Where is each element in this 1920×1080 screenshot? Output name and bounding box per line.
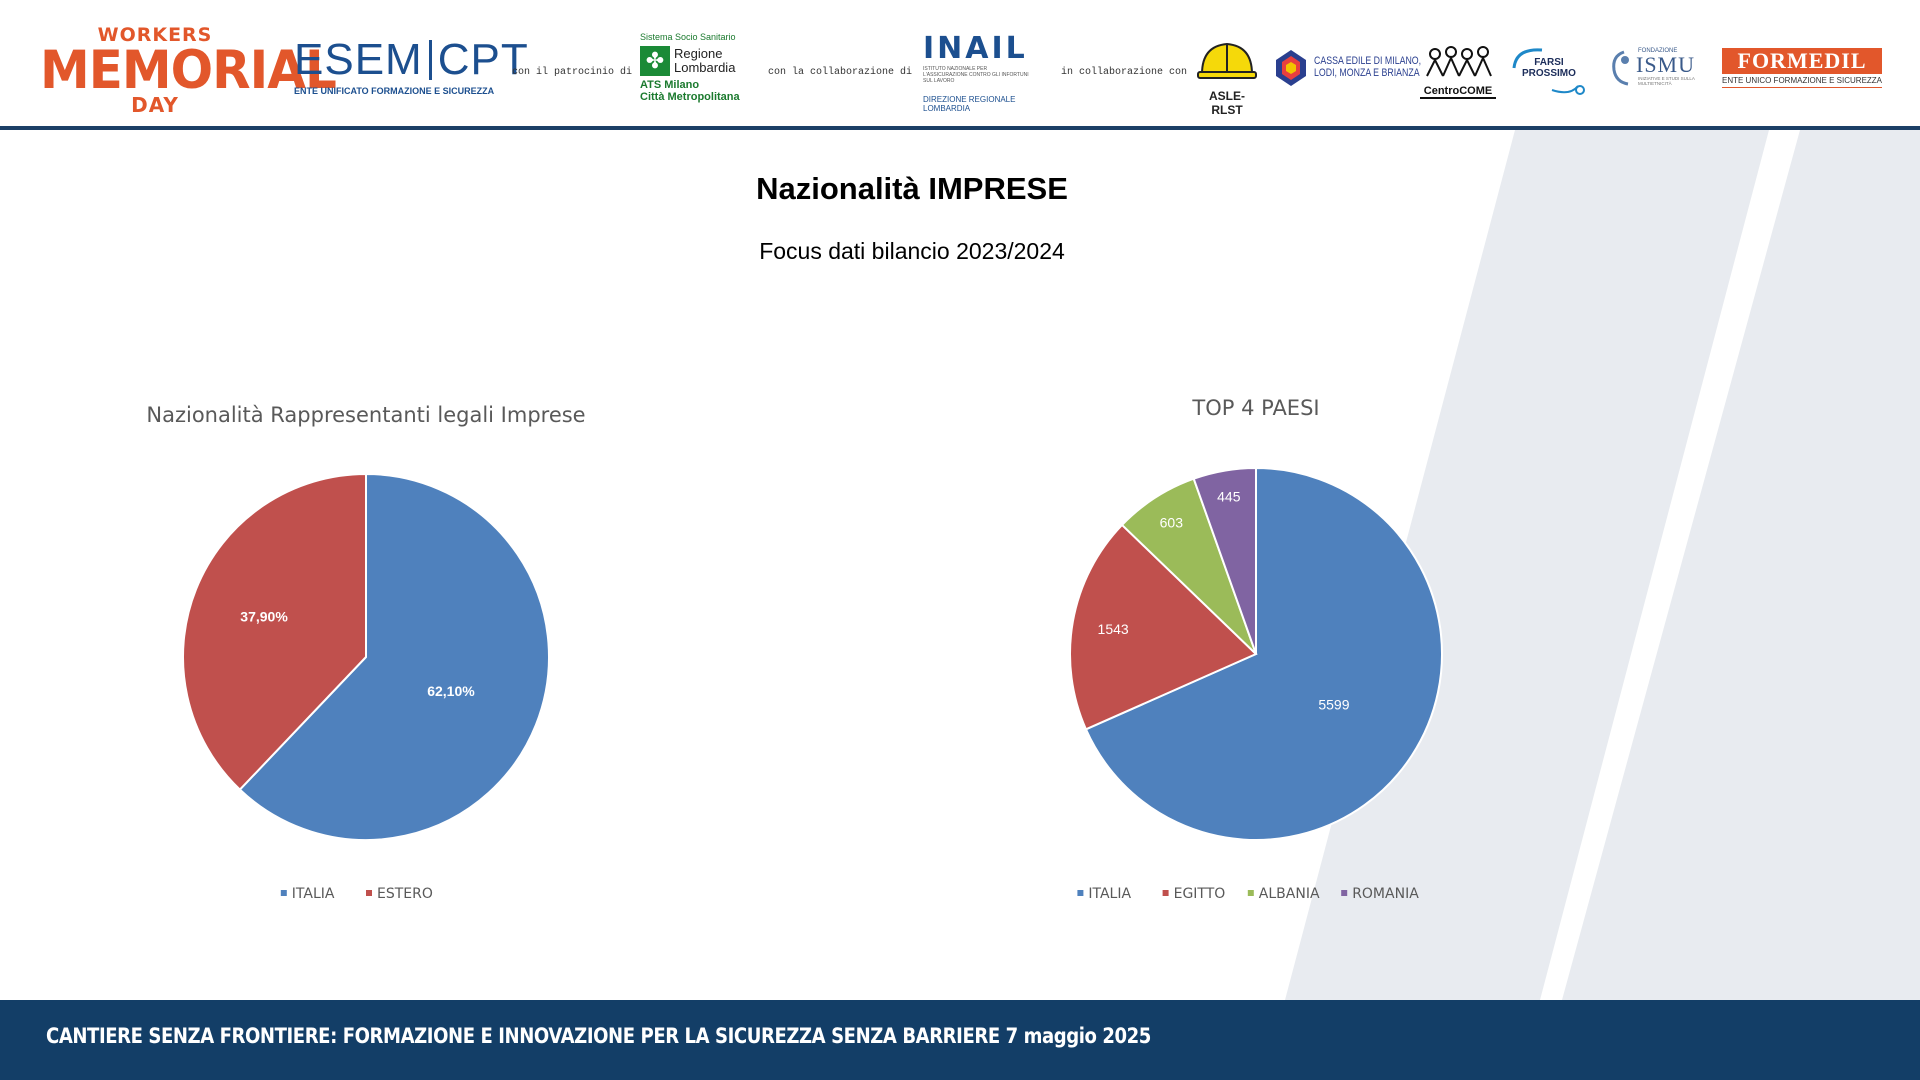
chart2-label-albania: 603	[1160, 515, 1184, 531]
header-bar: WORKERS MEMORIAL DAY ESEM CPT ENTE UNIFIC…	[0, 0, 1920, 126]
wmd-line3: DAY	[131, 93, 179, 117]
chart1-slice-italia	[238, 472, 550, 841]
slide-subtitle: Focus dati bilancio 2023/2024	[759, 238, 1065, 264]
centrocome-logo: CentroCOME	[1420, 46, 1496, 99]
patrocinio-label: con il patrocinio di	[512, 67, 633, 78]
chart1-label-italia: 62,10%	[427, 683, 475, 699]
cassa-line2: LODI, MONZA E BRIANZA	[1314, 67, 1420, 79]
rl-cross-icon: ✤	[640, 46, 670, 76]
ats-line1: ATS Milano	[640, 79, 700, 91]
inail-dir-1: DIREZIONE REGIONALE	[923, 95, 1016, 104]
collaborazione-label: con la collaborazione di	[768, 67, 913, 78]
ismu-name: ISMU	[1636, 52, 1696, 77]
asle-label: ASLE-RLST	[1209, 89, 1245, 117]
cassa-line1: CASSA EDILE DI MILANO,	[1314, 55, 1422, 68]
rl-name-1: Regione	[674, 46, 723, 62]
formedil-name: FORMEDIL	[1722, 48, 1882, 74]
stripe-left	[1285, 130, 1769, 1000]
formedil-logo: FORMEDIL ENTE UNICO FORMAZIONE E SICUREZ…	[1722, 48, 1882, 88]
cassa-edile-emblem-icon	[1276, 50, 1306, 86]
chart2-legend-romania: ROMANIA	[1352, 886, 1419, 902]
people-group-icon	[1426, 46, 1492, 77]
chart1-legend-swatch-italia	[280, 890, 287, 896]
esem-subtitle: ENTE UNIFICATO FORMAZIONE E SICUREZZA	[294, 86, 495, 96]
stripe-right	[1562, 130, 1920, 1000]
chart2-legend-swatch-egitto	[1162, 890, 1169, 896]
esem-divider	[428, 40, 432, 80]
chart2-legend-swatch-albania	[1247, 890, 1254, 896]
chart2-slice-egitto	[1069, 523, 1258, 731]
centrocome-label: CentroCOME	[1420, 85, 1496, 99]
inail-dir-2: LOMBARDIA	[923, 103, 971, 113]
chart2-slice-romania	[1192, 466, 1257, 655]
background-stripes	[1285, 130, 1920, 1000]
chart2-legend-egitto: EGITTO	[1174, 886, 1226, 902]
chart2-title: TOP 4 PAESI	[1191, 396, 1319, 420]
chart1-slice-estero	[182, 472, 367, 792]
helmet-icon	[1197, 42, 1257, 79]
inail-fine: ISTITUTO NAZIONALE PER L'ASSICURAZIONE C…	[923, 66, 1029, 84]
ismu-sub: INIZIATIVE E STUDI SULLA MULTIETNICITÀ	[1638, 76, 1695, 86]
wmd-line1: WORKERS	[97, 24, 213, 46]
farsi-arc-icon	[1512, 48, 1585, 95]
esem-cpt-logo: ESEM CPT ENTE UNIFICATO FORMAZIONE E SICU…	[294, 35, 529, 97]
chart2-legend-albania: ALBANIA	[1259, 886, 1320, 902]
chart2-slice-italia	[1084, 466, 1444, 841]
farsi-line2: PROSSIMO	[1522, 67, 1576, 79]
chart2-label-italia: 5599	[1318, 697, 1349, 713]
chart1-legend-swatch-estero	[366, 890, 372, 896]
chart1-legend-italia: ITALIA	[292, 886, 335, 902]
chart1-title: Nazionalità Rappresentanti legali Impres…	[146, 403, 585, 427]
ats-line2: Città Metropolitana	[640, 90, 740, 103]
chart2-legend-italia: ITALIA	[1088, 886, 1131, 902]
ismu-figure-icon	[1612, 50, 1629, 86]
esem-label: ESEM	[294, 35, 423, 84]
cassa-edile-logo: CASSA EDILE DI MILANO, LODI, MONZA E BRIA…	[1274, 48, 1448, 88]
chart2-label-romania: 445	[1217, 488, 1241, 504]
farsi-prossimo-logo: FARSI PROSSIMO	[1506, 46, 1590, 98]
footer-bar	[0, 1000, 1920, 1080]
cpt-label: CPT	[437, 35, 529, 84]
inail-name: INAIL	[923, 31, 1028, 66]
chart1-label-estero: 37,90%	[240, 608, 288, 624]
in-collaborazione-label: in collaborazione con	[1061, 67, 1188, 78]
footer-text: CANTIERE SENZA FRONTIERE: FORMAZIONE E I…	[46, 1024, 1151, 1048]
rl-name-2: Lombardia	[674, 60, 736, 75]
regione-lombardia-logo: Sistema Socio Sanitario ✤ Regione Lombard…	[640, 32, 760, 103]
chart1-legend-estero: ESTERO	[377, 886, 433, 902]
ismu-logo: FONDAZIONE ISMU INIZIATIVE E STUDI SULLA…	[1608, 48, 1698, 86]
ismu-fondazione: FONDAZIONE	[1638, 48, 1678, 54]
chart2-label-egitto: 1543	[1098, 621, 1129, 637]
farsi-line1: FARSI	[1534, 57, 1564, 68]
header-divider	[0, 126, 1920, 130]
chart2-legend-swatch-romania	[1341, 890, 1348, 896]
rl-system: Sistema Socio Sanitario	[640, 32, 736, 42]
chart2-legend-swatch-italia	[1077, 890, 1084, 896]
asle-logo: ASLE-RLST	[1194, 40, 1260, 117]
inail-logo: INAIL ISTITUTO NAZIONALE PER L'ASSICURAZ…	[923, 34, 1033, 114]
slide-title: Nazionalità IMPRESE	[756, 171, 1068, 206]
formedil-sub: ENTE UNICO FORMAZIONE E SICUREZZA	[1722, 76, 1882, 88]
